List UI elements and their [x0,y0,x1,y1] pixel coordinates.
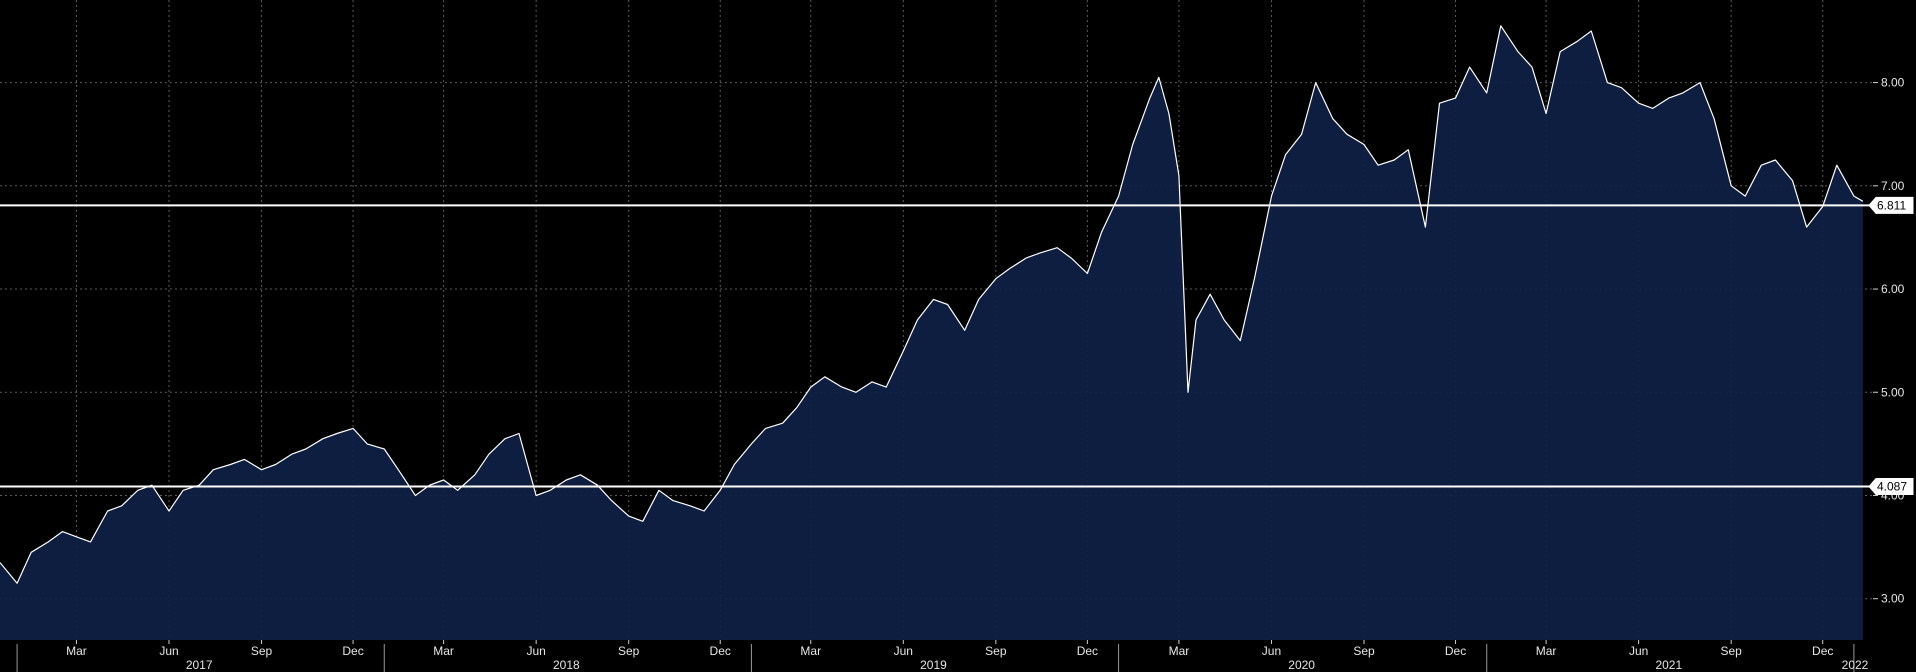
x-tick-label: Mar [1169,644,1190,658]
year-label: 2018 [553,658,580,672]
x-tick-label: Jun [1262,644,1281,658]
x-tick-label: Dec [1077,644,1098,658]
reference-lines: 6.811 4.087 [0,196,1914,496]
plot-area [0,25,1864,641]
x-tick-label: Mar [433,644,454,658]
series-line [0,25,1864,584]
y-tick-label: 8.00 [1881,76,1905,90]
x-tick-label: Dec [710,644,731,658]
reference-value-box [1868,196,1914,214]
year-label: 2017 [186,658,213,672]
x-tick-label: Jun [159,644,178,658]
axes: 3.00 4.00 5.00 6.00 7.00 8.00 Mar Jun Sep Dec Mar J… [16,76,1905,672]
x-tick-label: Sep [985,644,1007,658]
y-tick-label: 5.00 [1881,385,1905,399]
year-label: 2020 [1288,658,1315,672]
x-tick-label: Sep [1720,644,1742,658]
x-tick-label: Jun [526,644,545,658]
x-tick-label: Sep [1353,644,1375,658]
reference-value-label: 4.087 [1877,480,1907,494]
y-tick-label: 6.00 [1881,282,1905,296]
x-tick-label: Sep [618,644,640,658]
x-tick-label: Jun [894,644,913,658]
x-tick-label: Dec [1445,644,1466,658]
x-tick-label: Mar [800,644,821,658]
year-label: 2022 [1842,658,1869,672]
y-tick-label: 3.00 [1881,592,1905,606]
y-tick-label: 7.00 [1881,179,1905,193]
reference-value-box [1868,478,1914,496]
year-label: 2021 [1655,658,1682,672]
x-tick-label: Dec [342,644,363,658]
year-label: 2019 [920,658,947,672]
x-tick-label: Mar [66,644,87,658]
series-area-fill [0,25,1863,641]
x-tick-label: Dec [1812,644,1833,658]
x-tick-label: Sep [251,644,273,658]
x-tick-label: Mar [1536,644,1557,658]
x-tick-label: Jun [1629,644,1648,658]
y-tick-label: 4.00 [1881,488,1905,502]
reference-value-label: 6.811 [1877,198,1906,212]
